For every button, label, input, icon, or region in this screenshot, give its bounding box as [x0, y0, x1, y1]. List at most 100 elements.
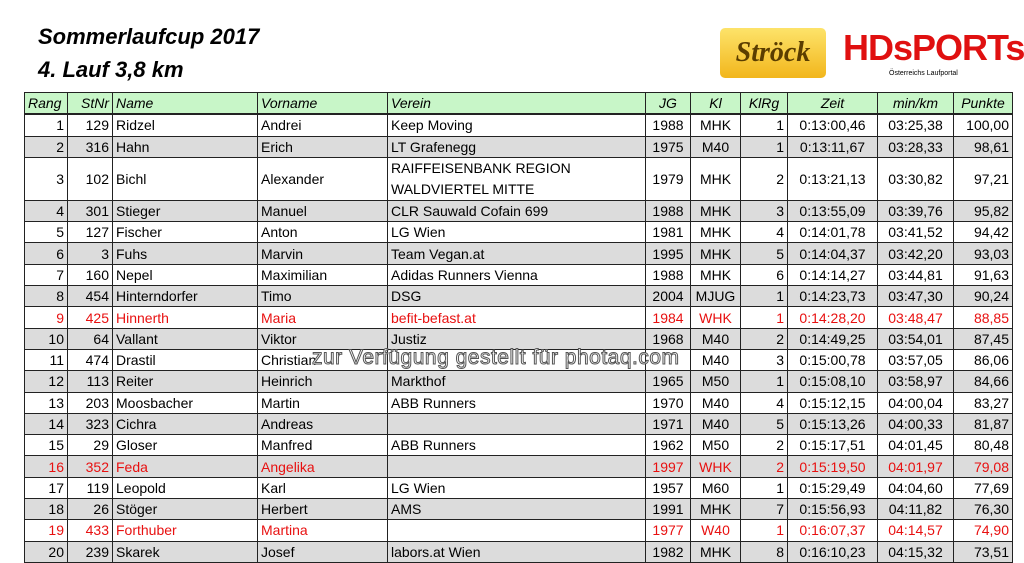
cell-klrg: 3 — [740, 199, 788, 223]
hdsports-logo: HDsPORTs.atÖsterreichs Laufportal — [843, 27, 1024, 78]
cell-kl: MHK — [690, 221, 741, 244]
table-row: 6 3 Fuhs Marvin Team Vegan.at 1995 MHK 5 0:14:04… — [24, 242, 1013, 265]
cell-min-km: 03:57,05 — [877, 348, 954, 372]
cell-verein: befit-befast.at — [387, 306, 646, 329]
cell-vorname: Heinrich — [257, 370, 388, 393]
table-row: 13 203 Moosbacher Martin ABB Runners 1970 M40 4… — [24, 391, 1013, 414]
cell-klrg: 5 — [740, 412, 788, 436]
cell-jg: 1997 — [645, 455, 691, 478]
cell-zeit: 0:15:19,50 — [787, 455, 878, 478]
cell-klrg: 2 — [740, 434, 788, 457]
table-row: 4 301 Stieger Manuel CLR Sauwald Cofain 699 1… — [24, 199, 1013, 223]
cell-punkte: 95,82 — [953, 199, 1013, 223]
cell-vorname: Karl — [257, 476, 388, 500]
cell-min-km: 04:11,82 — [877, 498, 954, 521]
cell-vorname: Anton — [257, 221, 388, 244]
cell-zeit: 0:13:11,67 — [787, 135, 878, 158]
cell-jg: 1975 — [645, 135, 691, 158]
cell-stnr: 454 — [67, 285, 113, 308]
cell-punkte: 76,30 — [953, 498, 1013, 521]
cell-rang: 5 — [24, 221, 68, 244]
cell-vorname: Andrei — [257, 113, 388, 137]
cell-klrg: 3 — [740, 348, 788, 372]
cell-kl: M50 — [690, 434, 741, 457]
cell-min-km: 04:15,32 — [877, 540, 954, 563]
cell-kl: M40 — [690, 135, 741, 158]
cell-name: Stöger — [112, 498, 258, 521]
cell-verein — [387, 412, 646, 436]
cell-rang: 20 — [24, 540, 68, 563]
table-row: 14 323 Cichra Andreas 1971 M40 5 0:15:13,26 04:0… — [24, 412, 1013, 436]
cell-punkte: 74,90 — [953, 519, 1013, 542]
cell-klrg: 4 — [740, 391, 788, 414]
cell-verein: Team Vegan.at — [387, 242, 646, 265]
table-row: 16 352 Feda Angelika 1997 WHK 2 0:15:19,50 04:01… — [24, 455, 1013, 478]
cell-kl: M40 — [690, 391, 741, 414]
cell-jg: 1988 — [645, 113, 691, 137]
cell-verein: CLR Sauwald Cofain 699 — [387, 199, 646, 223]
table-row: 9 425 Hinnerth Maria befit-befast.at 1984 WHK 1… — [24, 306, 1013, 329]
cell-vorname: Maria — [257, 306, 388, 329]
cell-min-km: 03:44,81 — [877, 263, 954, 287]
cell-jg: 1970 — [645, 391, 691, 414]
cell-rang: 9 — [24, 306, 68, 329]
cell-jg: 1957 — [645, 476, 691, 500]
cell-kl: MHK — [690, 242, 741, 265]
cell-zeit: 0:14:23,73 — [787, 285, 878, 308]
cell-jg: 1991 — [645, 498, 691, 521]
column-header: Vorname — [257, 92, 388, 116]
cell-zeit: 0:15:29,49 — [787, 476, 878, 500]
cell-name: Vallant — [112, 327, 258, 350]
table-row: 5 127 Fischer Anton LG Wien 1981 MHK 4 0:14:01,7… — [24, 221, 1013, 244]
cell-zeit: 0:14:14,27 — [787, 263, 878, 287]
cell-min-km: 03:28,33 — [877, 135, 954, 158]
cell-klrg: 7 — [740, 498, 788, 521]
cell-zeit: 0:13:55,09 — [787, 199, 878, 223]
cell-jg: 1982 — [645, 540, 691, 563]
table-row: 12 113 Reiter Heinrich Markthof 1965 M50 1 0:15:… — [24, 370, 1013, 393]
cell-punkte: 91,63 — [953, 263, 1013, 287]
cell-jg: 1962 — [645, 434, 691, 457]
cell-rang: 1 — [24, 113, 68, 137]
cell-klrg: 1 — [740, 519, 788, 542]
cell-punkte: 73,51 — [953, 540, 1013, 563]
cell-rang: 14 — [24, 412, 68, 436]
cell-stnr: 316 — [67, 135, 113, 158]
column-header: Name — [112, 92, 258, 116]
table-row: 10 64 Vallant Viktor Justiz 1968 M40 2 0:14:49,2… — [24, 327, 1013, 350]
cell-jg: 1984 — [645, 306, 691, 329]
cell-verein: AMS — [387, 498, 646, 521]
cell-rang: 3 — [24, 156, 68, 201]
cell-stnr: 160 — [67, 263, 113, 287]
cell-name: Moosbacher — [112, 391, 258, 414]
cell-stnr: 29 — [67, 434, 113, 457]
cell-kl: MHK — [690, 113, 741, 137]
cell-name: Reiter — [112, 370, 258, 393]
cell-zeit: 0:13:00,46 — [787, 113, 878, 137]
cell-min-km: 04:01,97 — [877, 455, 954, 478]
cell-min-km: 04:14,57 — [877, 519, 954, 542]
cell-stnr: 474 — [67, 348, 113, 372]
column-header: StNr — [67, 92, 113, 116]
cell-name: Skarek — [112, 540, 258, 563]
cell-stnr: 433 — [67, 519, 113, 542]
cell-verein — [387, 519, 646, 542]
cell-jg: 1988 — [645, 263, 691, 287]
cell-rang: 11 — [24, 348, 68, 372]
cell-stnr: 129 — [67, 113, 113, 137]
cell-min-km: 04:01,45 — [877, 434, 954, 457]
cell-min-km: 04:00,04 — [877, 391, 954, 414]
cell-verein: LG Wien — [387, 476, 646, 500]
cell-stnr: 301 — [67, 199, 113, 223]
cell-jg: 1981 — [645, 221, 691, 244]
cell-jg: 1988 — [645, 199, 691, 223]
cell-stnr: 203 — [67, 391, 113, 414]
cell-zeit: 0:16:07,37 — [787, 519, 878, 542]
cell-name: Drastil — [112, 348, 258, 372]
cell-vorname: Josef — [257, 540, 388, 563]
cell-klrg: 1 — [740, 370, 788, 393]
cell-vorname: Erich — [257, 135, 388, 158]
cell-klrg: 1 — [740, 306, 788, 329]
cell-stnr: 102 — [67, 156, 113, 201]
cell-jg: 1971 — [645, 412, 691, 436]
